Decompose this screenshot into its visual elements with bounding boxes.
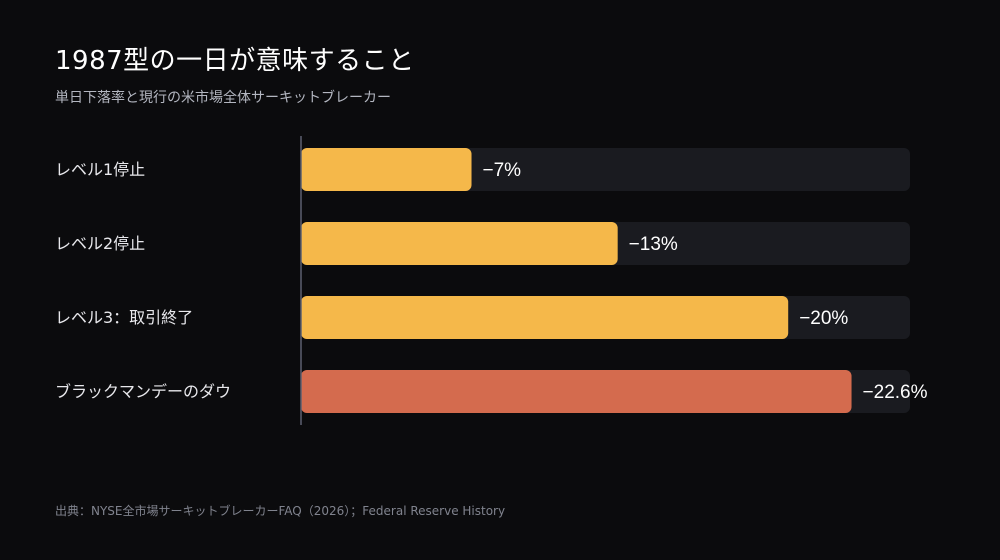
value-label: −22.6% [863,382,928,403]
chart-subtitle: 単日下落率と現行の米市場全体サーキットブレーカー [55,90,391,106]
value-label: −13% [629,234,678,255]
bar [301,148,472,191]
category-label: レベル3：取引終了 [55,308,193,327]
category-label: レベル1停止 [55,160,145,179]
bar [301,296,789,339]
chart-title: 1987型の一日が意味すること [55,46,415,76]
category-label: ブラックマンデーのダウ [55,382,231,401]
category-label: レベル2停止 [55,234,145,253]
bar [301,370,852,413]
value-label: −20% [799,308,848,329]
source-note: 出典：NYSE全市場サーキットブレーカーFAQ（2026）；Federal Re… [55,504,506,518]
value-label: −7% [483,160,522,181]
bar [301,222,618,265]
